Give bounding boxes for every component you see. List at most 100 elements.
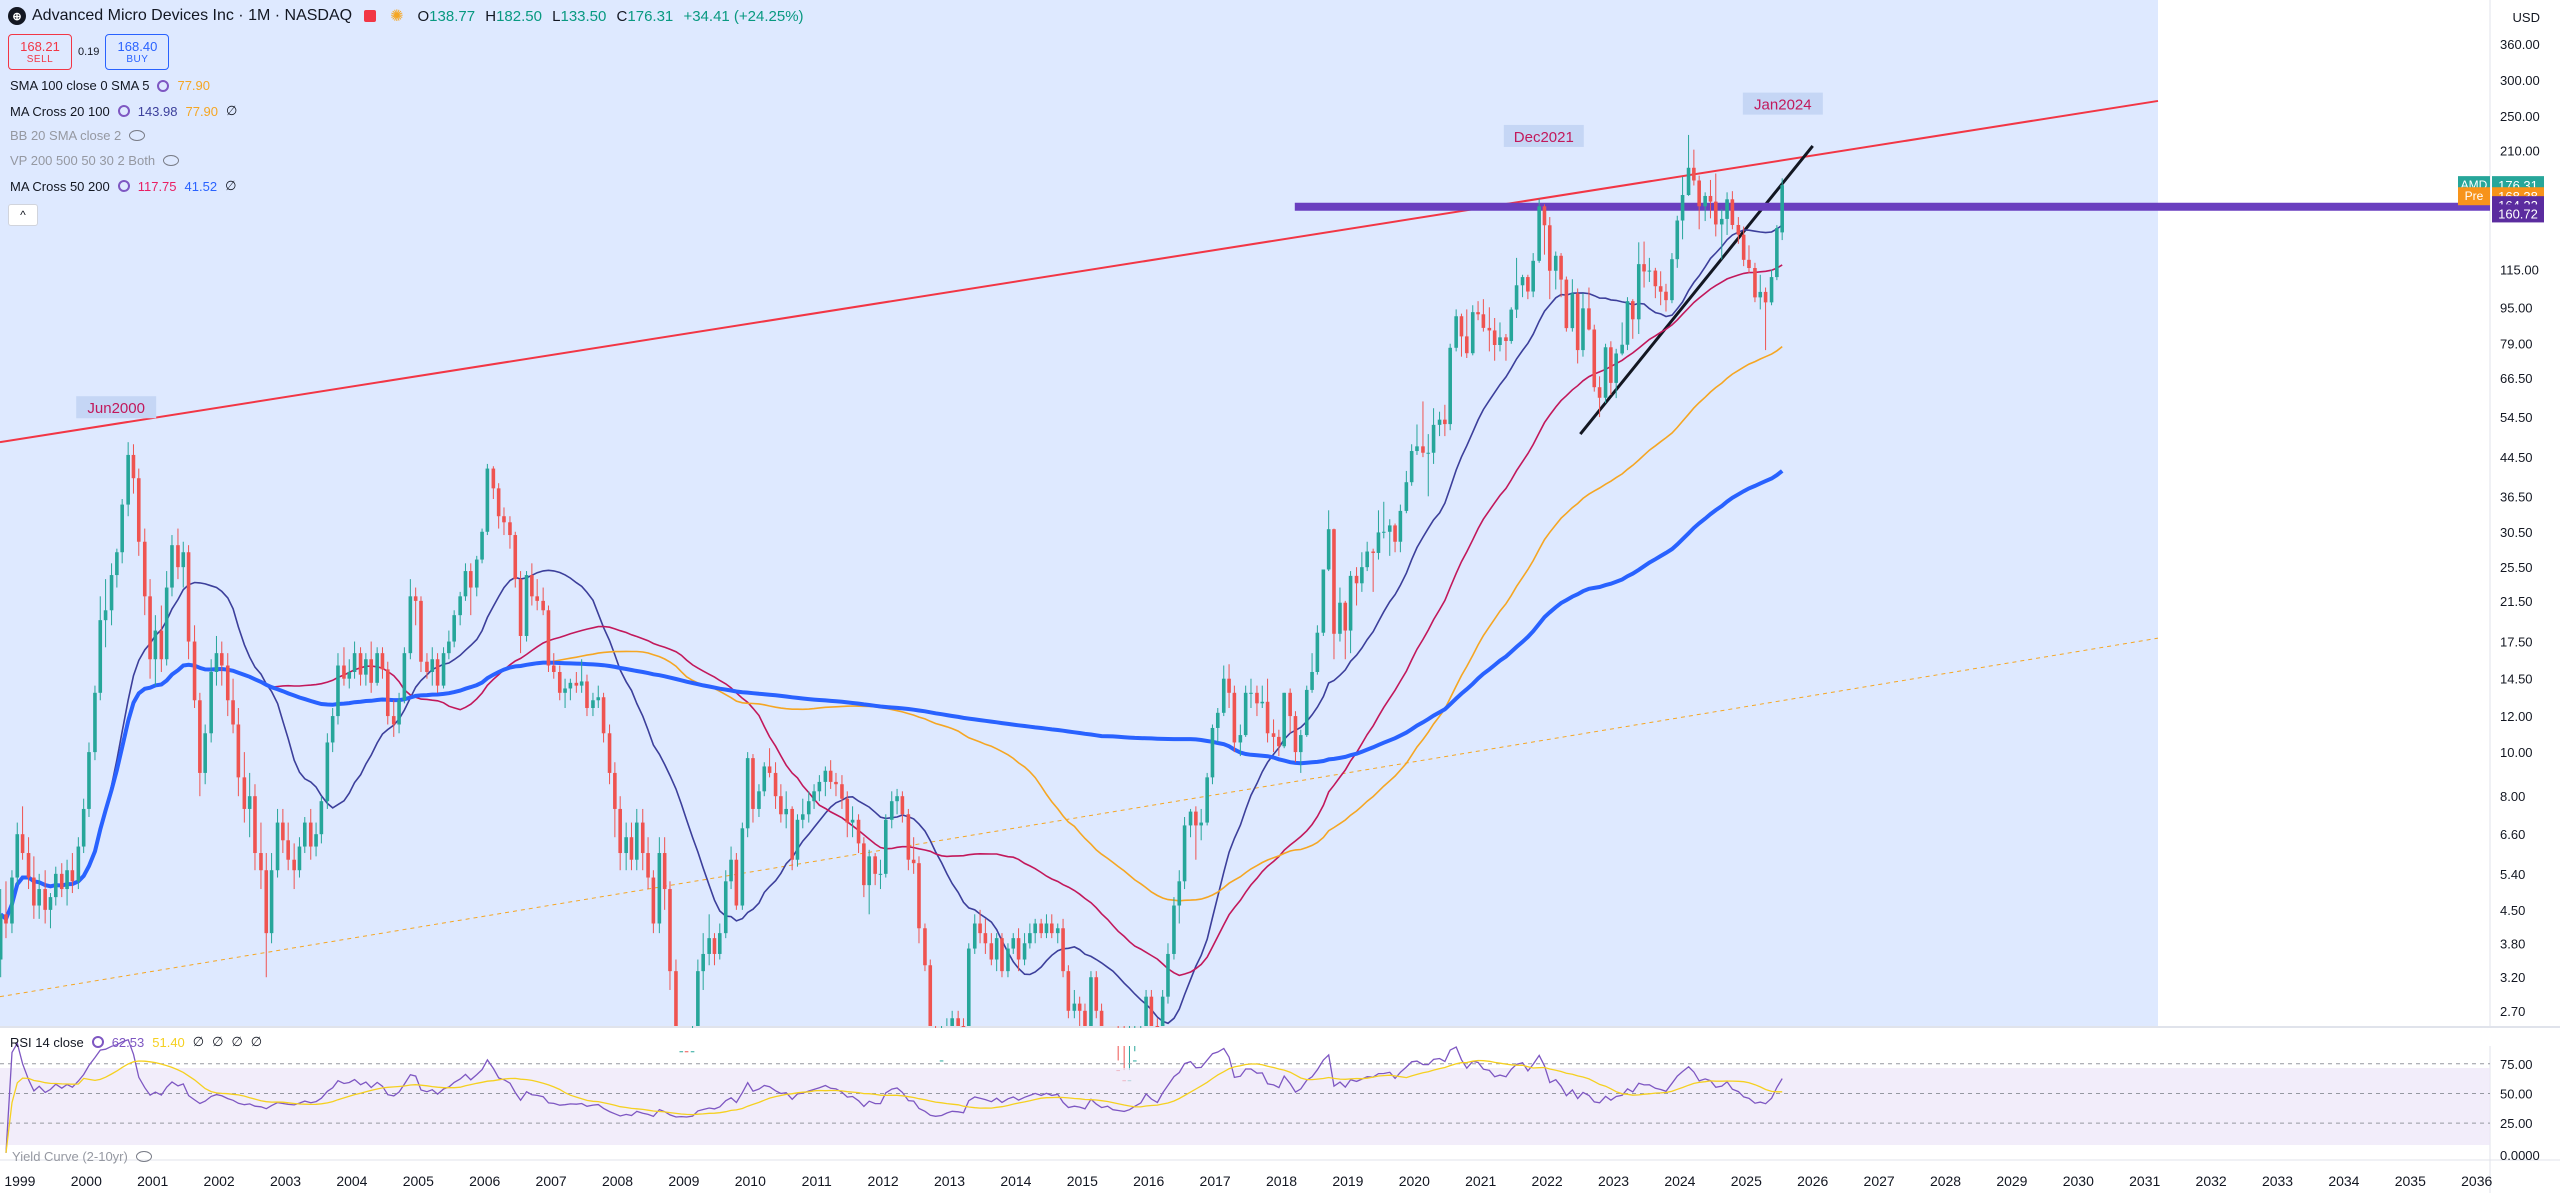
candle-body [883,819,888,874]
indicator-sma100[interactable]: SMA 100 close 0 SMA 5 77.90 [10,78,210,93]
candle-body [696,971,700,1026]
candle-body [601,697,606,734]
candle-body [1647,270,1652,272]
candle-body [1155,1026,1160,1027]
spread-value: 0.19 [78,46,100,58]
candle-body [878,873,883,875]
time-tick-label: 2000 [71,1173,102,1189]
candle-body [961,1026,966,1027]
candle-body [319,801,324,835]
time-tick-label: 2032 [2196,1173,2227,1189]
candle-body [425,661,429,672]
candle-body [1387,525,1392,532]
candle-body [441,653,446,686]
hidden-eye-icon[interactable] [163,155,180,166]
symbol-title[interactable]: Advanced Micro Devices Inc · 1M · NASDAQ [32,7,353,24]
candle-body [806,801,811,815]
candle-body [1526,277,1530,292]
buy-button[interactable]: 168.40 BUY [105,34,170,70]
candle-body [1753,268,1757,298]
rsi-tick-label: 75.00 [2500,1057,2533,1072]
indicator-ma-cross-50-200[interactable]: MA Cross 50 200 117.75 41.52 ∅ [10,178,236,194]
rsi-tick-label: 50.00 [2500,1086,2533,1101]
candle-body [1354,575,1359,584]
candle-body [1371,551,1375,553]
sell-label: SELL [26,54,54,65]
candle-body [297,846,302,871]
yield-curve-legend[interactable]: Yield Curve (2-10yr) [12,1149,152,1164]
hidden-eye-icon[interactable] [135,1151,152,1162]
time-tick-label: 2026 [1797,1173,1828,1189]
candle-body [823,770,828,782]
indicator-ma-cross-20-100[interactable]: MA Cross 20 100 143.98 77.90 ∅ [10,103,237,119]
candle-body [867,856,871,886]
candle-body [574,682,579,686]
candle-body [4,914,8,924]
price-tick-label: 210.00 [2500,144,2540,159]
candle-body [1564,279,1569,329]
candle-body [834,781,838,785]
candle-body [1653,270,1658,287]
candle-body [1725,199,1729,219]
candle-body [651,877,656,924]
candle-body [93,692,97,753]
candle-body [966,948,971,1026]
time-tick-label: 2006 [469,1173,500,1189]
collapse-legend-button[interactable]: ^ [8,204,38,226]
settings-icon[interactable] [117,180,130,192]
candle-body [662,853,667,890]
candle-body [1260,701,1265,704]
indicator-value: 117.75 [137,178,177,194]
annotation-label: Jun2000 [87,400,145,417]
candle-body [385,669,390,717]
candle-body [136,478,141,542]
time-tick-label: 2013 [934,1173,965,1189]
candle-body [1437,419,1442,425]
candle-body [1609,347,1613,383]
settings-icon[interactable] [91,1036,104,1048]
rsi-tick-label: 25.00 [2500,1116,2533,1131]
candle-body [76,846,81,882]
candle-body [1016,938,1021,960]
sell-button[interactable]: 168.21 SELL [8,34,72,70]
rsi-name: RSI 14 close [10,1034,84,1050]
candle-body [302,822,307,847]
indicator-vp[interactable]: VP 200 500 50 30 2 Both [10,153,180,168]
flag-icon[interactable] [364,10,377,22]
price-tick-label: 54.50 [2500,410,2533,425]
currency-label[interactable]: USD [2512,10,2540,25]
rsi-legend[interactable]: RSI 14 close 62.53 51.40 ∅ ∅ ∅ ∅ [10,1034,262,1050]
price-tick-label: 115.00 [2500,263,2539,278]
symbol-header[interactable]: ⊕ Advanced Micro Devices Inc · 1M · NASD… [8,6,810,26]
time-tick-label: 2001 [137,1173,168,1189]
candle-body [530,575,534,597]
settings-icon[interactable] [157,79,170,92]
candle-body [1160,996,1165,1026]
hidden-eye-icon[interactable] [129,130,146,141]
time-tick-label: 2010 [735,1173,766,1189]
candle-body [701,953,705,972]
time-tick-label: 2028 [1930,1173,1961,1189]
candle-body [1061,928,1065,972]
candle-body [563,688,567,693]
settings-icon[interactable] [117,105,130,117]
candle-body [712,938,717,954]
candle-body [1625,301,1630,345]
rsi-line [5,1038,1783,1153]
uptrend-line [1579,144,1814,436]
time-tick-label: 2008 [602,1173,633,1189]
indicator-bb[interactable]: BB 20 SMA close 2 [10,128,146,143]
candle-body [219,653,224,666]
candle-body [1343,602,1348,631]
indicator-value: ∅ [225,178,237,193]
candle-body [131,454,136,479]
annotation-label: Dec2021 [1514,129,1574,146]
price-tick-label: 25.50 [2500,560,2533,575]
resistance-trendline [0,99,2159,444]
candle-body [1365,551,1369,568]
candle-body [1132,1060,1137,1062]
candle-body [1172,905,1176,954]
candle-body [900,796,905,815]
candle-body [1188,811,1193,826]
